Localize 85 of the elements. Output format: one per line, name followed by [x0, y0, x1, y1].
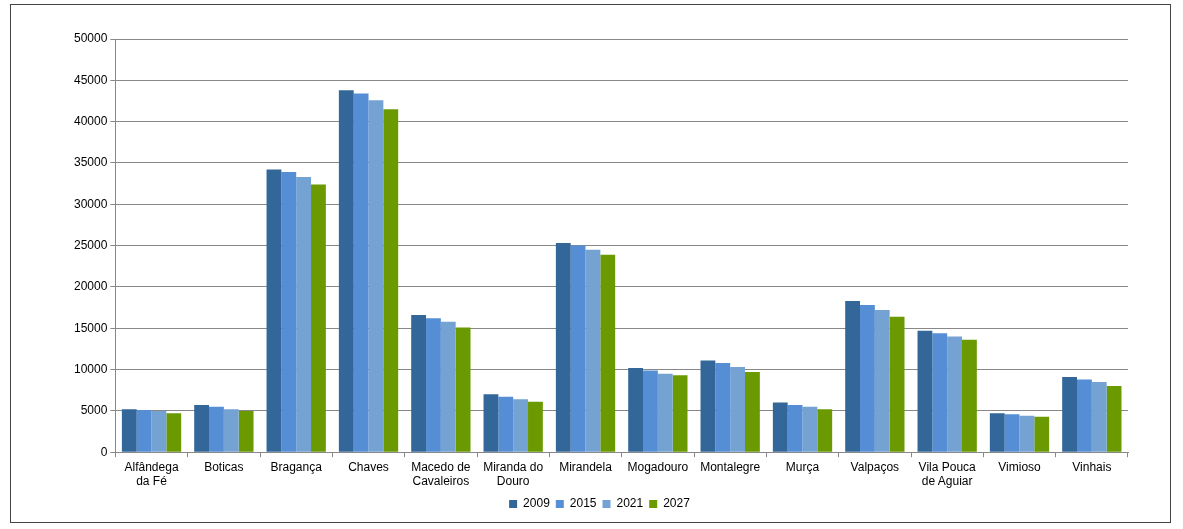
- bar: [1019, 415, 1035, 452]
- y-tick-label: 30000: [73, 196, 108, 211]
- bar: [657, 373, 673, 452]
- bar: [483, 394, 499, 452]
- bar: [209, 406, 224, 452]
- x-tick-label: Vila Pouca de Aguiar: [918, 459, 977, 489]
- bar: [889, 316, 905, 452]
- x-tick-label: Vimioso: [998, 459, 1042, 474]
- x-tick-label: Chaves: [348, 459, 389, 474]
- y-tick-label: 5000: [80, 403, 108, 418]
- bar: [600, 254, 616, 452]
- bar: [1077, 379, 1092, 452]
- bar: [440, 321, 456, 452]
- bar: [787, 405, 803, 452]
- y-tick-label: 25000: [73, 237, 108, 252]
- bar: [1034, 416, 1050, 452]
- bar: [513, 399, 529, 452]
- bar: [745, 372, 760, 452]
- bar: [1004, 414, 1020, 452]
- bar: [296, 177, 312, 452]
- bar: [585, 249, 601, 452]
- y-tick-label: 10000: [73, 361, 108, 376]
- bar: [989, 413, 1005, 452]
- bar: [281, 172, 297, 452]
- bar: [383, 109, 399, 452]
- legend-label: 2015: [569, 496, 597, 511]
- y-tick-label: 20000: [73, 279, 108, 294]
- x-tick-label: Vinhais: [1072, 459, 1112, 474]
- bar: [1062, 377, 1078, 452]
- x-tick-label: Murça: [785, 459, 820, 474]
- bar: [715, 362, 731, 452]
- legend-label: 2021: [616, 496, 644, 511]
- bar: [121, 409, 137, 452]
- bar: [311, 184, 326, 452]
- bar: [643, 370, 658, 452]
- bar: [932, 333, 948, 452]
- y-tick-label: 0: [100, 444, 108, 459]
- bar: [700, 360, 716, 452]
- y-tick-label: 40000: [73, 113, 108, 128]
- y-tick-label: 45000: [73, 72, 108, 87]
- x-tick-label: Valpaços: [850, 459, 900, 474]
- x-tick-label: Miranda do Douro: [483, 459, 544, 489]
- bar: [136, 410, 152, 452]
- bar: [166, 413, 182, 452]
- bar: [570, 245, 586, 452]
- x-tick-label: Mirandela: [559, 459, 613, 474]
- x-tick-label: Macedo de Cavaleiros: [411, 459, 471, 489]
- legend-label: 2009: [523, 496, 551, 511]
- bar: [672, 375, 688, 452]
- bar: [772, 402, 788, 452]
- bar: [353, 93, 369, 452]
- bar: [528, 401, 543, 452]
- bar: [730, 367, 746, 452]
- bar: [860, 305, 875, 452]
- bar: [455, 327, 471, 452]
- bar: [1106, 386, 1122, 452]
- bar: [338, 90, 354, 452]
- x-tick-label: Alfândega da Fé: [124, 459, 179, 489]
- bar: [874, 310, 890, 452]
- x-tick-label: Boticas: [204, 459, 244, 474]
- bar: [845, 300, 861, 452]
- x-tick-label: Montalegre: [700, 459, 761, 474]
- y-tick-label: 15000: [73, 320, 108, 335]
- bar: [802, 406, 818, 452]
- bar: [151, 410, 167, 452]
- bar: [947, 336, 962, 452]
- bar: [1091, 381, 1107, 452]
- bar: [817, 409, 833, 452]
- bar: [917, 330, 933, 452]
- bar: [962, 339, 977, 452]
- bar: [223, 409, 239, 452]
- bar: [238, 410, 254, 452]
- bar: [426, 318, 441, 452]
- y-tick-label: 35000: [73, 155, 108, 170]
- bar: [368, 100, 384, 452]
- bar: [266, 169, 282, 452]
- bar: [498, 396, 514, 452]
- bar: [194, 405, 210, 452]
- legend-label: 2027: [663, 496, 691, 511]
- bar: [628, 367, 644, 452]
- bar: [555, 243, 571, 452]
- bar: [411, 315, 427, 452]
- y-tick-label: 50000: [73, 31, 108, 46]
- x-tick-label: Bragança: [270, 459, 323, 474]
- x-tick-label: Mogadouro: [627, 459, 689, 474]
